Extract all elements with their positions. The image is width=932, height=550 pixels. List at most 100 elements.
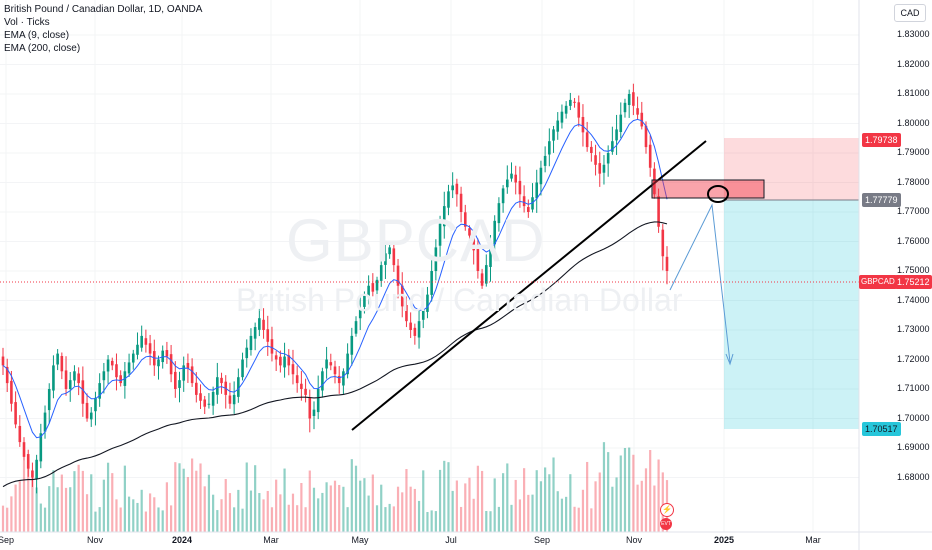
event-icon[interactable]: EVT <box>660 518 672 530</box>
take-profit-zone[interactable] <box>724 200 859 429</box>
candle-body <box>421 309 425 320</box>
volume-bar <box>317 498 320 532</box>
volume-bar <box>556 491 559 532</box>
candle-body <box>186 362 190 369</box>
candle-body <box>417 321 421 338</box>
volume-bar <box>308 470 311 532</box>
stop-price-tag: 1.79738 <box>862 133 901 147</box>
volume-bar <box>186 477 190 532</box>
volume-bar <box>56 487 59 532</box>
volume-bar <box>548 474 551 532</box>
volume-bar <box>123 465 126 532</box>
volume-bar <box>384 507 387 532</box>
candle-body <box>543 155 547 166</box>
volume-bar <box>60 474 63 532</box>
candle-body <box>623 102 627 113</box>
candle-body <box>539 167 543 185</box>
volume-bar <box>115 499 118 532</box>
candle-body <box>619 114 623 133</box>
candle-body <box>409 322 412 330</box>
chart-legend: British Pound / Canadian Dollar, 1D, OAN… <box>4 3 202 55</box>
currency-selector[interactable]: CAD <box>894 4 926 22</box>
candle-body <box>594 155 597 165</box>
candle-body <box>68 380 72 390</box>
candle-body <box>644 125 648 148</box>
volume-bar <box>35 487 38 532</box>
volume-bar <box>413 488 416 532</box>
candle-body <box>522 196 526 207</box>
candle-body <box>316 389 320 413</box>
volume-bar <box>359 480 362 532</box>
volume-bar <box>106 462 110 532</box>
candle-body <box>312 409 316 416</box>
volume-bar <box>140 489 143 532</box>
legend-title[interactable]: British Pound / Canadian Dollar, 1D, OAN… <box>4 4 203 15</box>
volume-bar <box>497 506 500 532</box>
volume-bar <box>510 504 513 532</box>
volume-bar <box>153 497 156 532</box>
legend-ema200[interactable]: EMA (200, close) <box>4 43 81 54</box>
projection-arrowhead <box>725 353 734 366</box>
volume-bar <box>216 510 219 532</box>
candle-body <box>144 338 148 345</box>
volume-bar <box>565 496 568 532</box>
time-axis-label: Nov <box>625 535 643 545</box>
legend-volume[interactable]: Vol · Ticks <box>4 17 50 28</box>
legend-ema9[interactable]: EMA (9, close) <box>4 30 70 41</box>
price-axis-label: 1.81000 <box>897 88 930 98</box>
volume-bar <box>468 477 471 532</box>
volume-bar <box>552 457 555 532</box>
candle-body <box>367 285 370 298</box>
candle-body <box>438 223 442 246</box>
volume-bar <box>573 506 576 532</box>
chart-grid <box>0 0 859 532</box>
volume-bar <box>31 475 34 532</box>
candle-body <box>665 256 669 271</box>
price-axis-label: 1.71000 <box>897 383 930 393</box>
candle-body <box>484 265 488 284</box>
flash-icon[interactable]: ⚡ <box>660 503 674 517</box>
volume-bar <box>127 496 131 532</box>
volume-bar <box>165 482 168 532</box>
volume-bar <box>438 469 442 532</box>
supply-zone-box[interactable] <box>651 179 765 199</box>
price-axis-label: 1.73000 <box>897 324 930 334</box>
candle-body <box>1 356 5 366</box>
candle-body <box>581 116 585 133</box>
candle-body <box>199 393 202 401</box>
candle-body <box>119 375 122 384</box>
target-price-tag: 1.70517 <box>862 422 901 436</box>
candle-body <box>577 102 581 118</box>
volume-bar <box>312 487 316 532</box>
trendline[interactable] <box>351 140 707 431</box>
volume-bar <box>401 492 404 532</box>
volume-bar <box>321 492 324 532</box>
candle-body <box>447 191 450 208</box>
volume-bar <box>279 494 282 532</box>
volume-bar <box>388 503 391 532</box>
candle-body <box>220 377 223 384</box>
candle-body <box>384 253 387 265</box>
volume-bar <box>249 490 253 532</box>
volume-bar <box>157 507 160 532</box>
volume-bar <box>451 490 454 532</box>
candle-body <box>615 129 618 141</box>
volume-bar <box>148 493 152 532</box>
candle-body <box>106 359 110 372</box>
volume-bar <box>161 510 164 532</box>
volume-bar <box>422 470 425 532</box>
candle-body <box>493 220 496 245</box>
volume-bar <box>27 459 30 532</box>
volume-bar <box>300 482 303 532</box>
entry-circle-marker[interactable] <box>707 185 729 203</box>
candle-body <box>564 105 568 114</box>
candle-body <box>18 425 22 443</box>
stop-loss-zone[interactable] <box>724 138 859 200</box>
candle-body <box>598 163 602 174</box>
candle-body <box>22 442 26 457</box>
candle-body <box>77 373 80 384</box>
volume-bar <box>6 507 9 532</box>
volume-bar <box>426 511 429 532</box>
candle-body <box>573 101 576 103</box>
